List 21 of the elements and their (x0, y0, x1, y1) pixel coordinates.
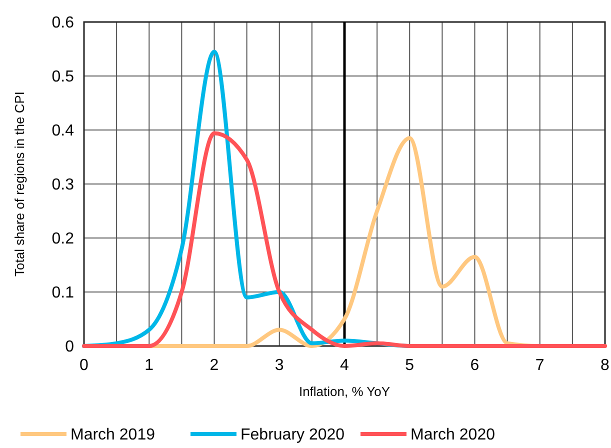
x-tick-label: 4 (340, 357, 350, 374)
x-tick-label: 2 (210, 357, 219, 374)
x-tick-label: 5 (405, 357, 414, 374)
legend-label: February 2020 (240, 426, 345, 444)
y-tick-label: 0.5 (52, 68, 74, 86)
x-tick-label: 8 (600, 357, 610, 374)
y-tick-label: 0 (65, 338, 74, 356)
legend-label: March 2019 (70, 426, 156, 444)
y-tick-label: 0.3 (52, 176, 74, 194)
x-tick-label: 7 (535, 357, 544, 374)
x-tick-label: 6 (470, 357, 480, 374)
y-tick-label: 0.6 (52, 14, 74, 32)
legend-label: March 2020 (410, 426, 496, 444)
x-tick-label: 1 (144, 357, 154, 374)
x-tick-label: 3 (274, 357, 284, 374)
x-tick-label: 0 (80, 357, 89, 374)
x-axis-title: Inflation, % YoY (298, 384, 390, 399)
y-tick-label: 0.1 (52, 284, 74, 302)
y-axis-title: Total share of regions in the CPI (12, 92, 27, 276)
y-tick-label: 0.4 (52, 122, 74, 140)
y-tick-label: 0.2 (52, 230, 74, 248)
